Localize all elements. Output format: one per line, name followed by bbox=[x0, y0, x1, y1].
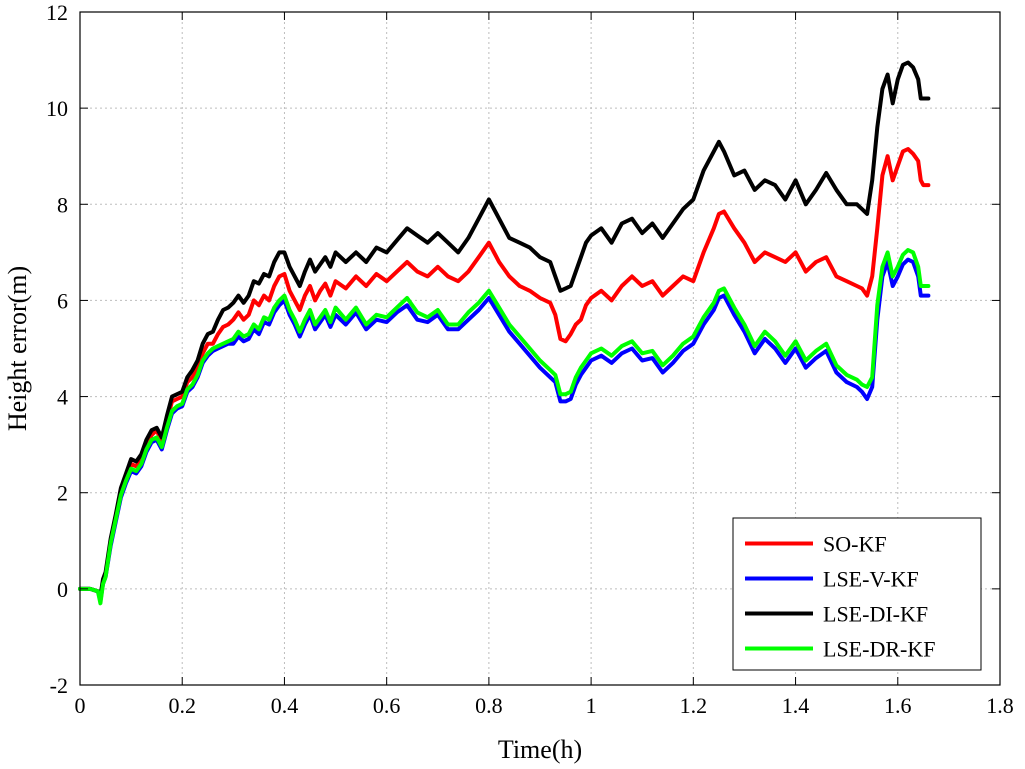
x-tick-label: 0.8 bbox=[475, 693, 503, 718]
y-axis-label: Height error(m) bbox=[3, 266, 32, 431]
plot-frame bbox=[79, 11, 1001, 686]
legend-label: LSE-DR-KF bbox=[823, 637, 935, 662]
series-line-lse-dr-kf bbox=[78, 248, 931, 606]
x-tick-label: 0.4 bbox=[271, 693, 299, 718]
x-axis-label: Time(h) bbox=[498, 735, 582, 764]
series-lines bbox=[78, 60, 931, 606]
y-tick-label: 12 bbox=[46, 0, 68, 25]
legend-label: LSE-V-KF bbox=[823, 567, 919, 592]
x-tick-label: 0.6 bbox=[373, 693, 401, 718]
x-tick-label: 1.6 bbox=[884, 693, 912, 718]
x-tick-label: 1.4 bbox=[782, 693, 810, 718]
y-tick-label: 4 bbox=[57, 385, 68, 410]
y-tick-label: 2 bbox=[57, 481, 68, 506]
legend-label: LSE-DI-KF bbox=[823, 602, 928, 627]
y-tick-label: -2 bbox=[50, 673, 68, 698]
x-tick-label: 1 bbox=[586, 693, 597, 718]
x-tick-label: 1.2 bbox=[680, 693, 708, 718]
series-line-lse-di-kf bbox=[78, 60, 931, 599]
y-tick-label: 8 bbox=[57, 192, 68, 217]
legend: SO-KF LSE-V-KF LSE-DI-KF LSE-DR-KF bbox=[732, 517, 982, 671]
axis-ticks: 0 0.2 0.4 0.6 0.8 1 1.2 1.4 1.6 1.8 -2 0 2 4 6 8 10 12 bbox=[46, 0, 1014, 718]
x-tick-label: 0.2 bbox=[168, 693, 196, 718]
y-tick-label: 6 bbox=[57, 288, 68, 313]
legend-label: SO-KF bbox=[823, 532, 887, 557]
y-tick-label: 0 bbox=[57, 577, 68, 602]
x-tick-label: 1.8 bbox=[986, 693, 1014, 718]
x-tick-label: 0 bbox=[75, 693, 86, 718]
series-line-so-kf bbox=[78, 147, 931, 601]
y-tick-label: 10 bbox=[46, 96, 68, 121]
